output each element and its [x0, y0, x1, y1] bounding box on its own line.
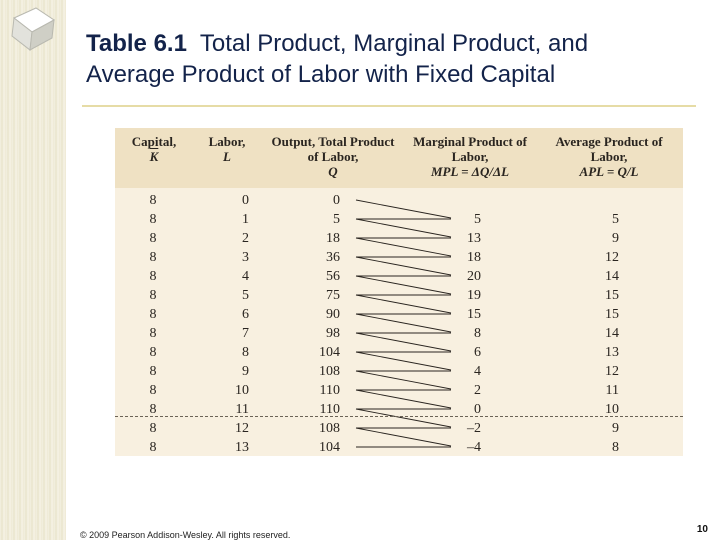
diminishing-returns-divider: [115, 416, 683, 417]
title-divider: [82, 105, 696, 107]
cell-average-product: 9: [612, 231, 619, 246]
connector-line: [355, 332, 452, 352]
cell-marginal-product: 15: [467, 307, 481, 322]
cell-labor: 6: [242, 307, 249, 322]
cell-output: 98: [326, 326, 340, 341]
header-marginal-product: Marginal Product of Labor, MPL = ΔQ/ΔL: [413, 134, 527, 179]
cell-labor: 2: [242, 231, 249, 246]
connector-line: [355, 256, 452, 276]
cell-output: 90: [326, 307, 340, 322]
cell-capital: 8: [149, 212, 157, 227]
connector-line: [355, 370, 452, 390]
cell-marginal-product: 4: [474, 364, 481, 379]
cell-output: 104: [319, 345, 340, 360]
cell-average-product: 12: [605, 364, 619, 379]
connector-line: [355, 275, 452, 295]
title-table-label: Table 6.1: [86, 30, 187, 57]
cell-average-product: 15: [605, 288, 619, 303]
connector-line: [355, 294, 452, 314]
ice-cube-image: [11, 7, 55, 51]
cell-labor: 13: [235, 440, 249, 455]
cell-capital: 8: [149, 421, 157, 436]
cell-output: 108: [319, 421, 340, 436]
copyright-notice: © 2009 Pearson Addison-Wesley. All right…: [80, 530, 291, 540]
cell-capital: 8: [149, 326, 157, 341]
cell-labor: 12: [235, 421, 249, 436]
header-capital: Capital, K: [131, 134, 177, 164]
cell-marginal-product: 13: [467, 231, 481, 246]
cell-average-product: 11: [605, 383, 619, 398]
cell-output: 110: [319, 383, 340, 398]
cell-marginal-product: 8: [474, 326, 481, 341]
cell-labor: 8: [242, 345, 249, 360]
cell-output: 56: [326, 269, 340, 284]
cell-output: 0: [333, 193, 340, 208]
title-text-line2: Average Product of Labor with Fixed Capi…: [86, 61, 556, 88]
product-table: Capital, K Labor, L Output, Total Produc…: [115, 128, 683, 456]
cell-capital: 8: [149, 383, 157, 398]
title-text-line1: Total Product, Marginal Product, and: [199, 30, 589, 57]
cell-marginal-product: –2: [467, 421, 481, 436]
connector-line: [355, 389, 452, 409]
cell-labor: 11: [235, 402, 249, 417]
cell-capital: 8: [149, 288, 157, 303]
cell-capital: 8: [149, 440, 157, 455]
cell-output: 75: [326, 288, 340, 303]
cell-labor: 9: [242, 364, 249, 379]
cell-capital: 8: [149, 193, 157, 208]
decorative-side-strip: [0, 0, 66, 540]
cell-average-product: 8: [612, 440, 619, 455]
cell-average-product: 9: [612, 421, 619, 436]
connector-arrows: [355, 199, 452, 448]
header-output: Output, Total Product of Labor, Q: [271, 134, 395, 179]
cell-output: 18: [326, 231, 340, 246]
connector-line: [355, 351, 452, 371]
connector-line: [355, 427, 452, 447]
cell-capital: 8: [149, 231, 157, 246]
table-header: Capital, K Labor, L Output, Total Produc…: [115, 128, 683, 188]
cell-average-product: 13: [605, 345, 619, 360]
cell-average-product: 5: [612, 212, 619, 227]
page-number: 10: [696, 524, 708, 535]
cell-marginal-product: 20: [467, 269, 481, 284]
cell-marginal-product: 19: [467, 288, 481, 303]
cell-labor: 10: [235, 383, 249, 398]
slide-title: Table 6.1 Total Product, Marginal Produc…: [86, 28, 706, 90]
cell-output: 104: [319, 440, 340, 455]
cell-labor: 1: [242, 212, 249, 227]
header-average-product: Average Product of Labor, APL = Q/L: [555, 134, 663, 179]
cell-average-product: 14: [605, 326, 619, 341]
cell-labor: 0: [242, 193, 249, 208]
cell-output: 5: [333, 212, 340, 227]
connector-line: [355, 199, 452, 219]
cell-labor: 5: [242, 288, 249, 303]
connector-line: [355, 408, 452, 428]
cell-capital: 8: [149, 250, 157, 265]
cell-marginal-product: –4: [467, 440, 481, 455]
cell-marginal-product: 5: [474, 212, 481, 227]
connector-line: [355, 218, 452, 238]
cell-marginal-product: 0: [474, 402, 481, 417]
cell-marginal-product: 6: [474, 345, 481, 360]
connector-line: [355, 237, 452, 257]
cell-output: 110: [319, 402, 340, 417]
cell-capital: 8: [149, 364, 157, 379]
header-labor: Labor, L: [208, 134, 246, 164]
cell-average-product: 12: [605, 250, 619, 265]
cell-output: 36: [326, 250, 340, 265]
cell-capital: 8: [149, 345, 157, 360]
cell-capital: 8: [149, 269, 157, 284]
cell-average-product: 10: [605, 402, 619, 417]
cell-labor: 4: [242, 269, 249, 284]
cell-labor: 3: [242, 250, 249, 265]
cell-output: 108: [319, 364, 340, 379]
cell-marginal-product: 18: [467, 250, 481, 265]
cell-labor: 7: [242, 326, 249, 341]
connector-line: [355, 313, 452, 333]
cell-capital: 8: [149, 307, 157, 322]
cell-average-product: 15: [605, 307, 619, 322]
cell-average-product: 14: [605, 269, 619, 284]
cell-capital: 8: [149, 402, 157, 417]
cell-marginal-product: 2: [474, 383, 481, 398]
